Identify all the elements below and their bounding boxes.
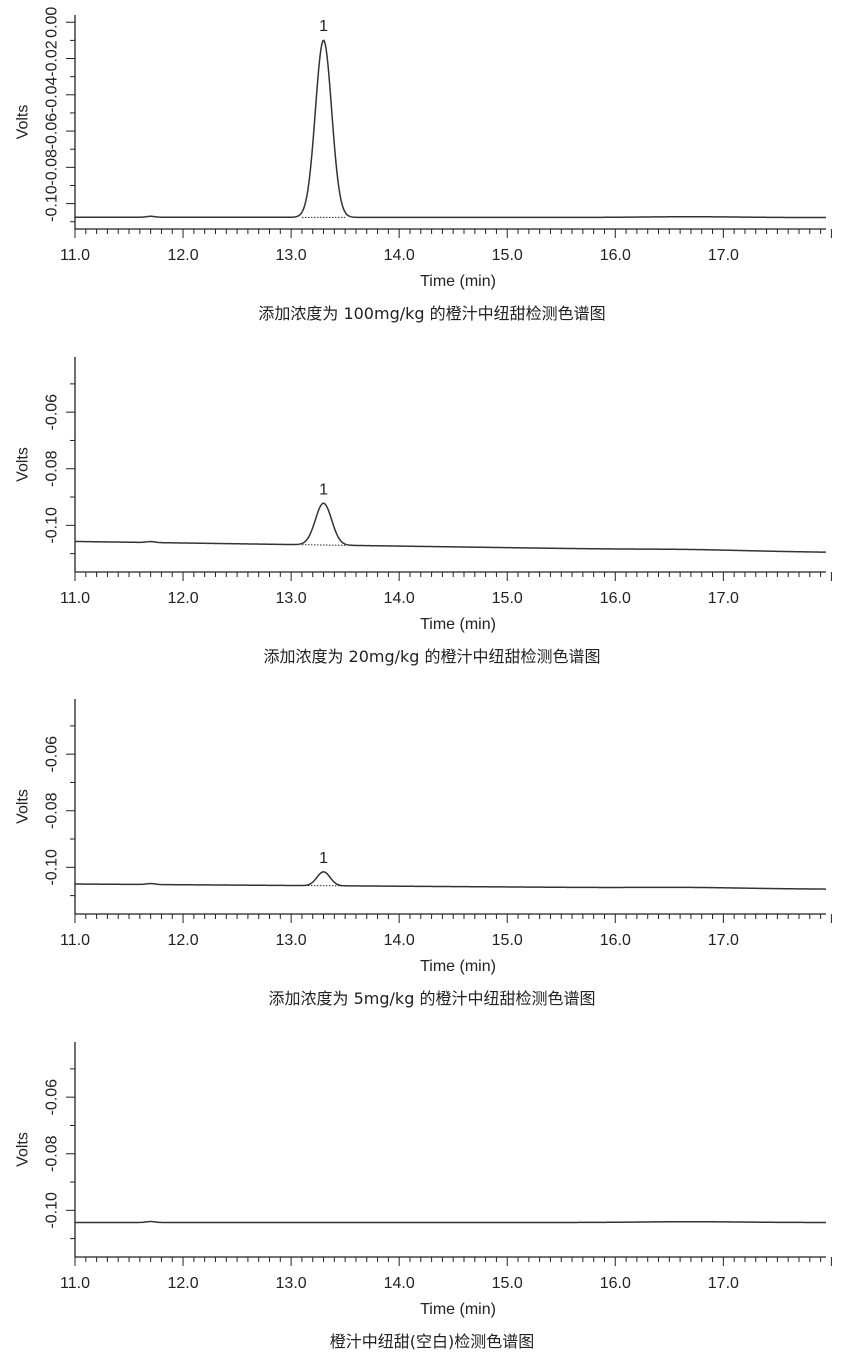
- chart-caption: 添加浓度为 20mg/kg 的橙汁中纽甜检测色谱图: [263, 647, 600, 666]
- x-tick-label: 11.0: [60, 1275, 90, 1292]
- y-axis-title: Volts: [15, 105, 32, 140]
- y-tick-label: -0.02: [44, 40, 61, 77]
- x-tick-label: 15.0: [492, 247, 523, 264]
- x-tick-label: 11.0: [60, 590, 90, 607]
- chart-panel-1: 11.0 12.0 13.0 14.0 15.0 16.0 17.0 Time (min) -0…: [15, 7, 832, 323]
- x-tick-label: 12.0: [167, 590, 198, 607]
- x-tick-label: 16.0: [600, 247, 631, 264]
- y-tick-label: -0.08: [44, 450, 61, 487]
- x-tick-label: 15.0: [492, 590, 523, 607]
- x-tick-label: 15.0: [492, 1275, 523, 1292]
- peak-baseline: [301, 544, 346, 546]
- x-tick-label: 14.0: [384, 590, 415, 607]
- y-tick-label: -0.06: [44, 113, 61, 150]
- y-tick-label: -0.06: [44, 736, 61, 773]
- x-tick-label: 15.0: [492, 932, 523, 949]
- y-tick-label: 0.00: [44, 7, 61, 38]
- y-tick-label: -0.08: [44, 792, 61, 829]
- x-tick-label: 12.0: [167, 932, 198, 949]
- y-tick-label: -0.10: [44, 185, 61, 222]
- x-axis-title: Time (min): [420, 1301, 496, 1318]
- x-tick-label: 13.0: [276, 247, 307, 264]
- x-tick-label: 14.0: [384, 1275, 415, 1292]
- y-tick-label: -0.06: [44, 1079, 61, 1116]
- x-tick-label: 13.0: [276, 932, 307, 949]
- chart-panel-2: 11.0 12.0 13.0 14.0 15.0 16.0 17.0 Time (min) -0…: [15, 357, 832, 666]
- peak-label: 1: [319, 850, 328, 867]
- x-tick-label: 13.0: [276, 590, 307, 607]
- chart-panel-4: 11.0 12.0 13.0 14.0 15.0 16.0 17.0 Time (min) -0…: [15, 1042, 832, 1351]
- x-tick-label: 11.0: [60, 932, 90, 949]
- chart-caption: 添加浓度为 100mg/kg 的橙汁中纽甜检测色谱图: [258, 304, 605, 323]
- chromatogram-trace: [74, 871, 827, 890]
- peak-label: 1: [319, 481, 328, 498]
- y-tick-label: -0.10: [44, 1192, 61, 1229]
- x-tick-label: 12.0: [167, 1275, 198, 1292]
- y-tick-label: -0.10: [44, 849, 61, 886]
- y-axis-title: Volts: [15, 1132, 32, 1167]
- x-tick-label: 17.0: [708, 247, 739, 264]
- y-tick-label: -0.10: [44, 507, 61, 544]
- x-tick-label: 11.0: [60, 247, 90, 264]
- peak-label: 1: [319, 18, 328, 35]
- chromatogram-trace: [75, 1220, 826, 1224]
- x-tick-label: 17.0: [708, 1275, 739, 1292]
- chromatogram-trace: [74, 502, 827, 553]
- x-tick-label: 13.0: [276, 1275, 307, 1292]
- y-tick-label: -0.08: [44, 149, 61, 186]
- x-axis-title: Time (min): [420, 958, 496, 975]
- y-tick-label: -0.08: [44, 1135, 61, 1172]
- chart-caption: 橙汁中纽甜(空白)检测色谱图: [330, 1332, 535, 1351]
- x-axis-title: Time (min): [420, 273, 496, 290]
- y-axis-title: Volts: [15, 447, 32, 482]
- x-tick-label: 16.0: [600, 932, 631, 949]
- x-axis-title: Time (min): [420, 616, 496, 633]
- x-tick-label: 16.0: [600, 590, 631, 607]
- y-tick-label: -0.06: [44, 394, 61, 431]
- x-tick-label: 17.0: [708, 932, 739, 949]
- x-tick-label: 17.0: [708, 590, 739, 607]
- x-tick-label: 14.0: [384, 247, 415, 264]
- chart-caption: 添加浓度为 5mg/kg 的橙汁中纽甜检测色谱图: [269, 989, 596, 1008]
- x-tick-label: 14.0: [384, 932, 415, 949]
- chart-panel-3: 11.0 12.0 13.0 14.0 15.0 16.0 17.0 Time (min) -0…: [15, 699, 832, 1008]
- x-tick-label: 16.0: [600, 1275, 631, 1292]
- y-axis-title: Volts: [15, 789, 32, 824]
- x-tick-label: 12.0: [167, 247, 198, 264]
- chromatogram-trace: [75, 39, 826, 219]
- y-tick-label: -0.04: [44, 76, 61, 113]
